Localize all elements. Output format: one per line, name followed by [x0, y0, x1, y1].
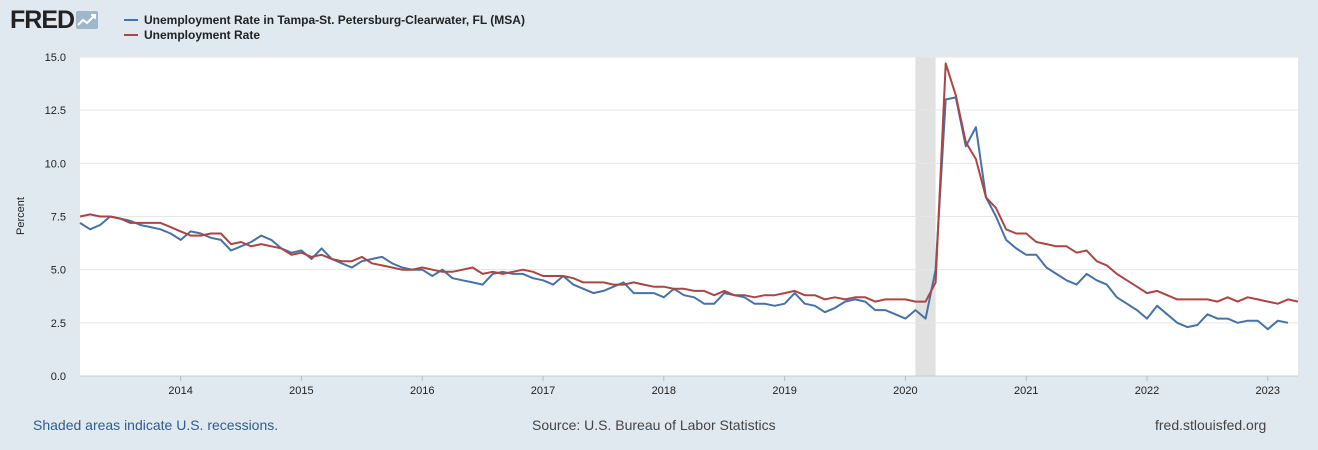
legend-label-national: Unemployment Rate	[144, 27, 261, 42]
legend-item-national[interactable]: Unemployment Rate	[124, 27, 525, 42]
x-tick-label-3: 2017	[531, 385, 555, 397]
x-tick-label-1: 2015	[289, 385, 313, 397]
logo-text: FRED	[10, 6, 75, 34]
grid-lines	[80, 56, 1298, 377]
site-link[interactable]: fred.stlouisfed.org	[1155, 417, 1267, 433]
series-line-1	[79, 62, 1299, 305]
legend-swatch-national	[124, 33, 138, 36]
chart-legend: Unemployment Rate in Tampa-St. Petersbur…	[124, 12, 525, 42]
series-lines	[79, 62, 1299, 331]
legend-item-tampa[interactable]: Unemployment Rate in Tampa-St. Petersbur…	[124, 12, 525, 27]
y-tick-label-3: 7.5	[51, 212, 66, 224]
x-tick-label-2: 2016	[410, 385, 434, 397]
y-axis-label: Percent	[15, 197, 27, 235]
source-note: Source: U.S. Bureau of Labor Statistics	[532, 417, 776, 433]
y-tick-label-6: 15.0	[45, 52, 66, 64]
x-axis-ticks: 2014 2015 2016 2017 2018 2019 2020 2021 2022 2023	[168, 376, 1280, 397]
x-tick-label-6: 2020	[893, 385, 917, 397]
y-tick-label-1: 2.5	[51, 318, 66, 330]
x-tick-label-9: 2023	[1256, 385, 1280, 397]
y-tick-label-5: 12.5	[45, 105, 66, 117]
recession-note: Shaded areas indicate U.S. recessions.	[33, 417, 279, 433]
legend-swatch-tampa	[124, 18, 138, 21]
x-tick-label-7: 2021	[1014, 385, 1038, 397]
y-tick-label-0: 0.0	[51, 371, 66, 383]
fred-logo[interactable]: FRED	[10, 6, 99, 34]
y-axis-ticks: 0.0 2.5 5.0 7.5 10.0 12.5 15.0	[45, 52, 66, 383]
trend-chart-icon	[76, 11, 99, 29]
x-tick-label-5: 2019	[772, 385, 796, 397]
x-tick-label-0: 2014	[168, 385, 192, 397]
x-tick-label-8: 2022	[1135, 385, 1159, 397]
legend-label-tampa: Unemployment Rate in Tampa-St. Petersbur…	[144, 12, 525, 27]
y-tick-label-4: 10.0	[45, 158, 66, 170]
y-tick-label-2: 5.0	[51, 265, 66, 277]
x-tick-label-4: 2018	[652, 385, 676, 397]
